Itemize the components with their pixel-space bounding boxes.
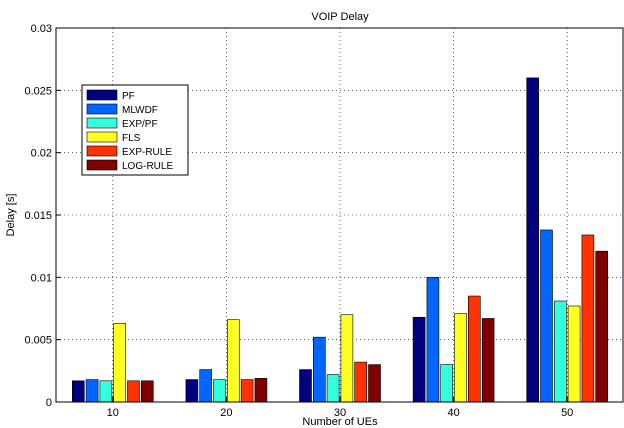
x-axis-label: Number of UEs <box>302 416 378 428</box>
legend-label: LOG-RULE <box>122 161 173 172</box>
bar-exp-pf-50 <box>553 300 567 403</box>
bar-fls-10 <box>113 323 126 403</box>
bar-mlwdf-50 <box>540 229 553 403</box>
x-tick-label: 30 <box>334 407 346 419</box>
legend-swatch <box>86 103 118 115</box>
x-axis-ticks: 10 20 30 40 50 <box>107 397 573 419</box>
bar-exp-pf-30 <box>326 374 340 403</box>
bar-log-rule-20 <box>254 378 268 403</box>
bar-log-rule-10 <box>141 380 154 403</box>
bar-exp-rule-30 <box>354 361 368 403</box>
bar-fls-20 <box>227 319 240 403</box>
y-axis-ticks: 0 0.005 0.01 0.015 0.02 0.025 0.03 <box>24 23 61 409</box>
legend-swatch <box>86 89 118 101</box>
x-tick-label: 50 <box>561 407 573 419</box>
plot-bars <box>72 77 609 403</box>
legend-label: MLWDF <box>122 105 158 116</box>
legend-label: FLS <box>122 133 141 144</box>
y-tick-label: 0.02 <box>31 148 52 160</box>
bar-pf-20 <box>185 379 199 403</box>
y-tick-label: 0.03 <box>31 23 52 35</box>
bar-pf-50 <box>526 77 540 403</box>
bar-mlwdf-40 <box>426 277 440 403</box>
legend-swatch <box>86 131 118 143</box>
bar-fls-30 <box>340 314 354 403</box>
legend-swatch <box>86 117 118 129</box>
y-tick-label: 0.01 <box>31 272 52 284</box>
bar-log-rule-40 <box>481 318 495 403</box>
legend-label: PF <box>122 91 135 102</box>
bar-log-rule-30 <box>368 364 381 403</box>
legend-label: EXP-RULE <box>122 147 172 158</box>
x-tick-label: 40 <box>447 407 459 419</box>
legend-swatch <box>86 159 118 171</box>
y-tick-label: 0.025 <box>24 85 52 97</box>
bar-fls-40 <box>454 313 467 403</box>
bar-exp-rule-10 <box>127 380 140 403</box>
bar-exp-pf-20 <box>213 379 226 403</box>
legend: PF MLWDF EXP/PF FLS EXP-RULE LOG-RULE <box>81 84 189 176</box>
bar-pf-30 <box>299 369 312 403</box>
bar-log-rule-50 <box>595 250 609 403</box>
y-tick-label: 0.005 <box>24 335 52 347</box>
chart-title: VOIP Delay <box>311 11 369 23</box>
bar-mlwdf-10 <box>85 379 99 403</box>
bar-exp-rule-50 <box>581 234 595 403</box>
legend-swatch <box>86 145 118 157</box>
x-tick-label: 20 <box>220 407 232 419</box>
x-tick-label: 10 <box>107 407 119 419</box>
bar-exp-pf-10 <box>99 380 113 403</box>
bar-pf-40 <box>412 316 426 403</box>
bar-mlwdf-20 <box>199 369 212 403</box>
bar-mlwdf-30 <box>312 336 326 403</box>
bar-exp-rule-40 <box>467 295 481 403</box>
bar-pf-10 <box>72 380 85 403</box>
legend-label: EXP/PF <box>122 119 158 130</box>
y-tick-label: 0 <box>46 397 52 409</box>
y-tick-label: 0.015 <box>24 210 52 222</box>
y-axis-label: Delay [s] <box>5 194 17 237</box>
bar-exp-rule-20 <box>240 379 254 403</box>
bar-fls-50 <box>567 305 581 403</box>
bar-exp-pf-40 <box>440 364 454 403</box>
